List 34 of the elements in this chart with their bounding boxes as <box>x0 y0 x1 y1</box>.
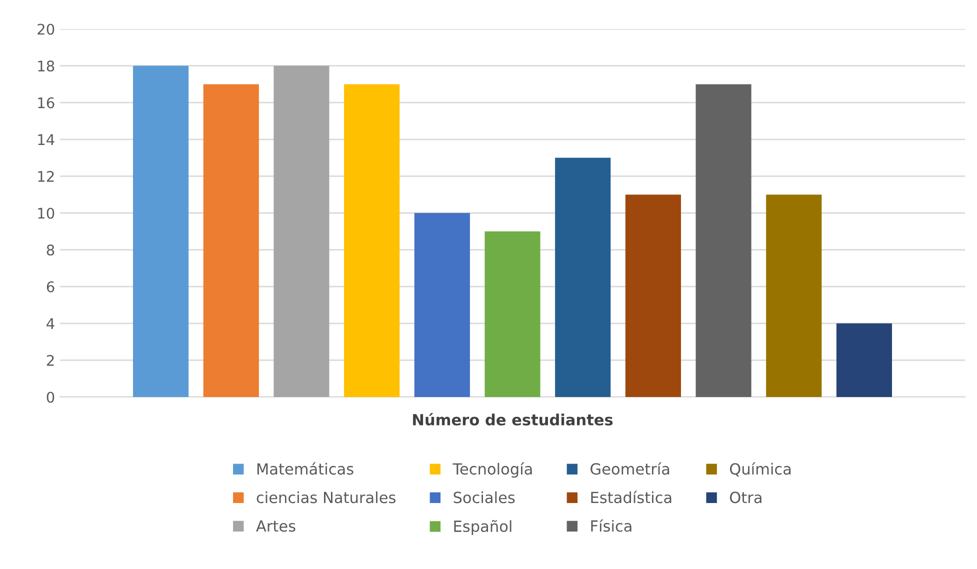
y-tick-label: 6 <box>46 281 54 292</box>
bar <box>484 231 540 397</box>
bar <box>414 213 470 397</box>
y-tick-label: 10 <box>38 208 54 219</box>
y-tick-label: 20 <box>38 24 54 35</box>
bar <box>203 84 259 397</box>
y-tick-label: 12 <box>38 170 54 182</box>
bar <box>555 158 611 397</box>
y-tick-label: 16 <box>38 97 54 108</box>
bar <box>274 66 330 397</box>
bar <box>625 194 681 397</box>
y-tick-label: 8 <box>46 244 54 256</box>
legend-label: ciencias Naturales <box>256 491 396 504</box>
bar <box>836 323 892 397</box>
bar <box>344 84 400 397</box>
legend-label: Geometría <box>590 462 670 475</box>
bar <box>696 84 752 397</box>
legend-label: Español <box>454 520 512 535</box>
y-tick-label: 18 <box>38 60 54 72</box>
legend-label: Matemáticas <box>257 462 354 475</box>
legend-label: Artes <box>256 520 296 532</box>
legend-label: Química <box>730 462 791 476</box>
bar <box>766 194 822 397</box>
x-tick-label: Número de estudiantes <box>413 413 613 426</box>
legend-label: Tecnología <box>452 462 532 478</box>
legend-label: Sociales <box>454 491 515 504</box>
y-tick-label: 14 <box>38 134 54 145</box>
legend-label: Otra <box>730 492 762 504</box>
y-tick-label: 0 <box>46 392 54 403</box>
legend-label: Estadística <box>591 490 672 504</box>
y-tick-label: 2 <box>46 354 54 366</box>
y-tick-label: 4 <box>46 318 54 329</box>
legend-label: Física <box>591 519 632 532</box>
bar <box>133 66 189 397</box>
